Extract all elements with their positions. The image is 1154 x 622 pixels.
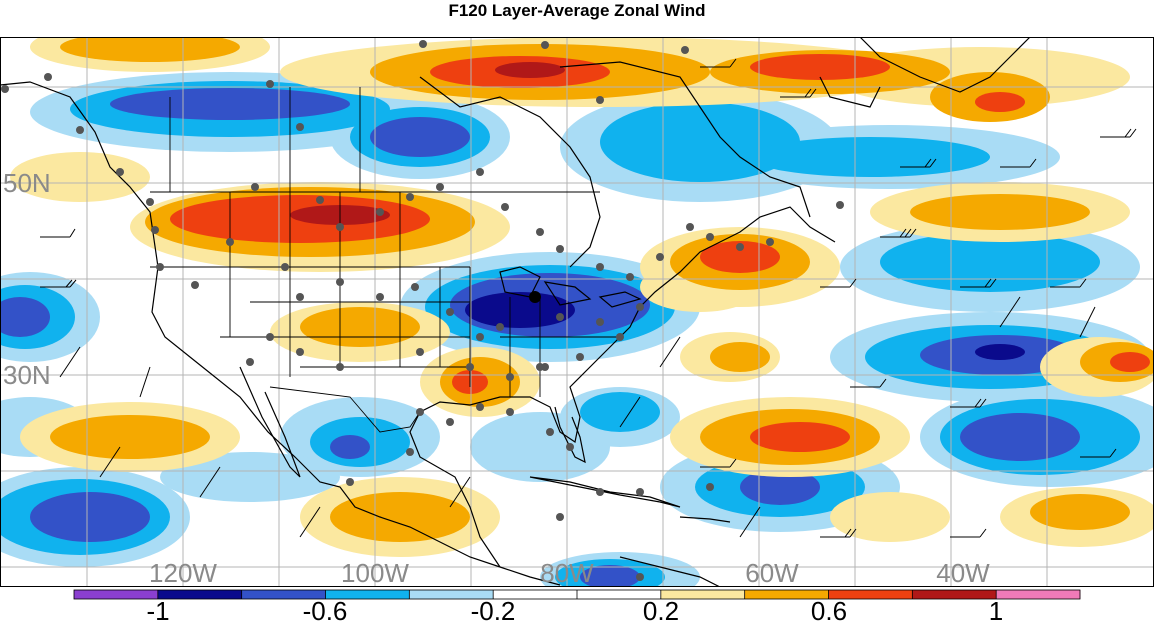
colorbar-swatch xyxy=(409,590,494,599)
lon-label-120w: 120W xyxy=(149,558,217,587)
colorbar-label-neg1: -1 xyxy=(146,596,169,622)
colorbar-swatch xyxy=(577,590,662,599)
lat-label-30n: 30N xyxy=(3,360,51,390)
colorbar-swatch xyxy=(660,590,746,599)
station-dots xyxy=(1,40,844,581)
colorbar-label-neg06: -0.6 xyxy=(303,596,348,622)
colorbar: -1 -0.6 -0.2 0.2 0.6 1 xyxy=(73,589,1081,622)
colorbar-label-1: 1 xyxy=(989,596,1003,622)
colorbar-swatch xyxy=(74,590,159,599)
colorbar-label-02: 0.2 xyxy=(643,596,679,622)
colorbar-swatch xyxy=(744,590,829,599)
lat-label-50n: 50N xyxy=(3,168,51,198)
map-title: F120 Layer-Average Zonal Wind xyxy=(448,1,706,20)
lon-label-60w: 60W xyxy=(745,558,799,587)
colorbar-swatch xyxy=(157,590,243,599)
colorbar-swatch xyxy=(241,590,326,599)
political-borders xyxy=(150,87,620,433)
lon-labels: 120W 100W 80W 60W 40W xyxy=(149,558,990,587)
lat-lon-grid xyxy=(0,37,1154,587)
colorbar-ticks: -1 -0.6 -0.2 0.2 0.6 1 xyxy=(146,596,1003,622)
lat-labels: 50N 30N xyxy=(3,168,51,390)
zonal-wind-map: 50N 30N 120W 100W 80W 60W 40W xyxy=(0,37,1154,587)
lon-label-40w: 40W xyxy=(936,558,990,587)
colorbar-label-06: 0.6 xyxy=(811,596,847,622)
colorbar-swatch xyxy=(996,590,1081,599)
lon-label-100w: 100W xyxy=(341,558,409,587)
lon-label-80w: 80W xyxy=(540,558,594,587)
colorbar-swatch xyxy=(493,590,578,599)
colorbar-label-neg02: -0.2 xyxy=(471,596,516,622)
contour-field xyxy=(0,37,1154,587)
strong-negative-contours xyxy=(465,292,1025,360)
colorbar-swatch xyxy=(325,590,410,599)
colorbar-swatches xyxy=(73,589,1081,600)
colorbar-swatch xyxy=(912,590,997,599)
colorbar-swatch xyxy=(828,590,913,599)
wind-barbs xyxy=(40,58,1137,538)
coastlines xyxy=(0,37,1031,587)
